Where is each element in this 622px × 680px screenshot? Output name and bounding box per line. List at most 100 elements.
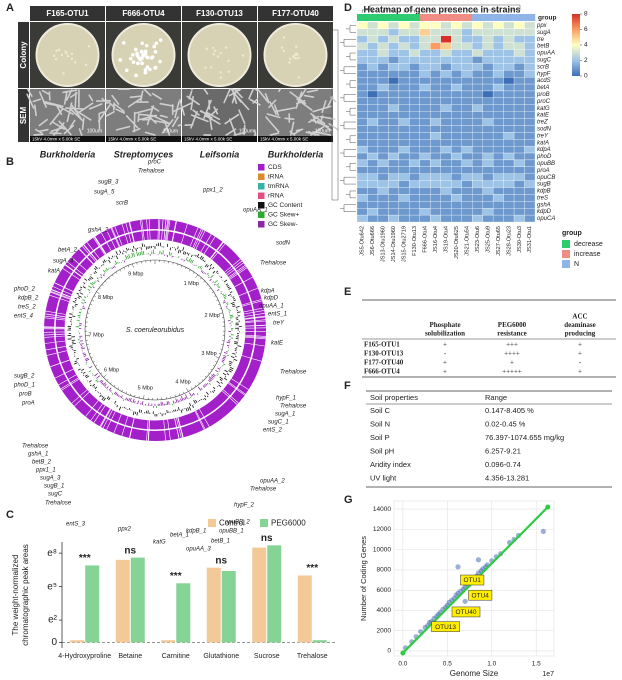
heat-cell: [440, 77, 452, 85]
heat-cell: [492, 63, 504, 71]
table-cell: +++++: [502, 368, 522, 376]
table-cell: +: [578, 368, 582, 376]
heat-cell: [451, 90, 462, 99]
heat-cell: [440, 152, 452, 161]
row-label: treS: [537, 195, 548, 201]
gene-label: entS_1: [268, 312, 287, 318]
colony: [224, 46, 228, 49]
mbp-label: 8 Mbp: [98, 295, 113, 301]
heat-cell: [503, 214, 515, 223]
heat-cell: [472, 49, 483, 57]
heat-cell: [409, 21, 420, 30]
heat-cell: [440, 139, 452, 147]
heat-cell: [409, 83, 420, 92]
heat-cell: [440, 187, 452, 195]
legend-swatch: [258, 192, 265, 199]
inner-ticks: [84, 260, 226, 401]
heat-cell: [398, 152, 410, 161]
heat-cell: [377, 208, 389, 216]
heat-cell: [356, 56, 368, 64]
heat-cell: [503, 208, 515, 216]
annotation: OTU1: [464, 577, 482, 584]
point: [455, 564, 461, 570]
heat-cell: [482, 70, 494, 78]
heat-cell: [419, 21, 431, 30]
heat-cell: [451, 77, 462, 85]
gene-label: Trehalose: [280, 404, 307, 410]
row-label: phoD: [536, 154, 552, 160]
heat-cell: [356, 194, 368, 202]
heat-cell: [492, 139, 504, 147]
heat-cell: [524, 70, 536, 78]
mbp-label: 1 Mbp: [184, 281, 199, 287]
heat-cell: [513, 166, 525, 174]
legend-swatch: [258, 211, 265, 218]
heat-cell: [367, 201, 379, 209]
heat-cell: [398, 70, 410, 78]
heat-cell: [356, 42, 368, 50]
heat-cell: [451, 173, 462, 181]
heat-cell: [430, 201, 441, 209]
group-cell: [367, 14, 379, 21]
colony: [297, 56, 300, 60]
heat-cell: [430, 70, 441, 78]
heat-cell: [524, 159, 536, 167]
heat-cell: [524, 208, 536, 216]
heat-cell: [513, 63, 525, 71]
gene-label: sugA_4: [53, 259, 74, 265]
heat-cell: [472, 90, 483, 99]
bar: [115, 559, 130, 643]
strain-header-bg: [258, 6, 333, 21]
heat-cell: [430, 77, 441, 85]
row-label: treY: [537, 133, 549, 139]
heat-cell: [430, 90, 441, 99]
heat-cell: [367, 125, 379, 133]
heat-cell: [513, 214, 525, 223]
heat-cell: [367, 159, 379, 167]
table-cell: Aridity index: [370, 460, 411, 469]
genus: Burkholderia: [268, 149, 324, 159]
colony: [153, 50, 158, 54]
heat-cell: [419, 187, 431, 195]
heat-cell: [409, 180, 420, 188]
heat-cell: [377, 214, 389, 223]
colony: [54, 58, 58, 61]
heat-cell: [388, 35, 400, 43]
y-axis-label: chromatographic peak areas: [21, 544, 30, 645]
gene-label: sugB_1: [44, 484, 64, 490]
heat-cell: [377, 28, 389, 36]
heat-cell: [388, 152, 400, 161]
heat-cell: [492, 77, 504, 85]
heat-cell: [503, 35, 515, 43]
bar: [221, 571, 236, 643]
heat-cell: [461, 97, 473, 105]
gene-label: sugB_3: [98, 180, 119, 186]
significance: ns: [215, 555, 227, 566]
column-label: F130-Otu13: [412, 226, 418, 256]
heat-cell: [461, 208, 473, 216]
heat-cell: [430, 187, 441, 195]
sem-info: 15kV 4.0mm x 5.00k SE: [260, 136, 308, 141]
table-cell: 0.147-8.405 %: [485, 406, 534, 415]
heat-cell: [472, 111, 483, 119]
heat-cell: [356, 70, 368, 78]
legend-swatch: [258, 221, 265, 228]
heat-cell: [482, 159, 494, 167]
panel-letter: A: [6, 2, 14, 14]
heat-cell: [513, 159, 525, 167]
colony: [209, 66, 213, 69]
row-label: kdpD: [537, 209, 552, 215]
x-tick-label: Betaine: [118, 653, 142, 660]
legend-label: GC Skew+: [268, 212, 299, 219]
group-swatch: [562, 240, 570, 248]
heat-cell: [492, 159, 504, 167]
heat-cell: [472, 145, 483, 154]
column-label: JS6-Otu666: [370, 226, 376, 256]
mbp-label: 9 Mbp: [128, 272, 143, 278]
heat-cell: [419, 118, 431, 126]
heat-cell: [367, 35, 379, 43]
heat-cell: [367, 166, 379, 174]
panel-letter: F: [344, 380, 351, 392]
heat-cell: [398, 83, 410, 92]
bar: [161, 640, 176, 643]
